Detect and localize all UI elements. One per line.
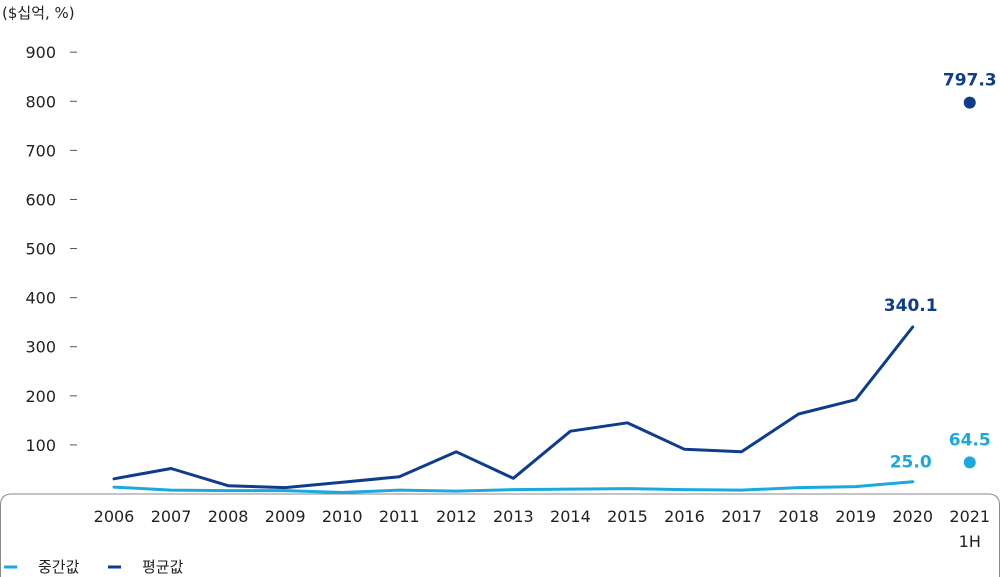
y-tick-label: 400 xyxy=(25,289,56,308)
x-tick-sublabel: 1H xyxy=(959,532,981,551)
x-axis-frame xyxy=(0,493,1000,577)
x-tick-label: 2021 xyxy=(949,507,990,526)
x-tick-label: 2017 xyxy=(721,507,762,526)
x-tick-label: 2006 xyxy=(94,507,135,526)
legend-label: 중간값 xyxy=(38,558,80,576)
x-tick-label: 2010 xyxy=(322,507,363,526)
y-tick-label: 100 xyxy=(25,436,56,455)
x-tick-label: 2018 xyxy=(778,507,819,526)
end-data-label: 340.1 xyxy=(884,296,938,316)
y-tick-label: 900 xyxy=(25,43,56,62)
x-tick-label: 2009 xyxy=(265,507,306,526)
extra-data-label: 797.3 xyxy=(943,71,997,91)
x-axis: 2006 2007 2008 2009 2010 2011 2012 2013 2014 2015… xyxy=(94,507,990,551)
y-tick-label: 700 xyxy=(25,141,56,160)
x-tick-label: 2015 xyxy=(607,507,648,526)
x-tick-label: 2008 xyxy=(208,507,249,526)
x-tick-label: 2020 xyxy=(892,507,933,526)
y-axis: 100 200 300 400 500 600 700 800 900 xyxy=(25,43,77,455)
x-tick-label: 2019 xyxy=(835,507,876,526)
extra-data-point xyxy=(963,96,976,109)
y-tick-label: 300 xyxy=(25,338,56,357)
end-data-label: 25.0 xyxy=(890,453,932,473)
y-tick-label: 800 xyxy=(25,92,56,111)
x-tick-label: 2016 xyxy=(664,507,705,526)
extra-data-point xyxy=(963,456,976,469)
y-tick-label: 600 xyxy=(25,190,56,209)
series-line xyxy=(112,480,915,494)
series-line xyxy=(112,325,915,490)
y-tick-label: 200 xyxy=(25,387,56,406)
x-tick-label: 2013 xyxy=(493,507,534,526)
x-tick-label: 2011 xyxy=(379,507,420,526)
x-tick-label: 2012 xyxy=(436,507,477,526)
unit-label: ($십억, %) xyxy=(2,4,75,22)
x-tick-label: 2014 xyxy=(550,507,591,526)
x-tick-label: 2007 xyxy=(151,507,192,526)
series-layer: 25.0 64.5 340.1 797.3 xyxy=(112,71,997,494)
legend: 중간값 평균값 xyxy=(4,558,184,576)
extra-data-label: 64.5 xyxy=(949,430,991,450)
legend-label: 평균값 xyxy=(142,558,184,576)
y-tick-label: 500 xyxy=(25,240,56,259)
